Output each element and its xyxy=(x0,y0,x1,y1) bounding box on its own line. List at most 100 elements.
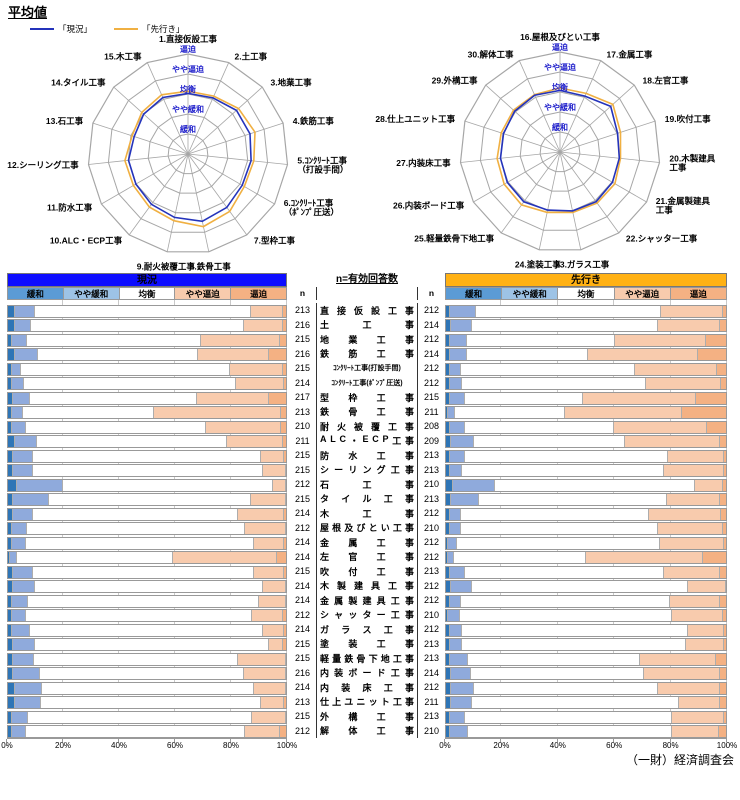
bar-segment xyxy=(8,726,11,737)
bar-segment xyxy=(696,349,726,360)
radar-spoke xyxy=(187,122,284,155)
bar-segment xyxy=(8,639,13,650)
axis-tick-label: 0% xyxy=(439,741,451,750)
bar-segment xyxy=(10,363,21,375)
n-value-outlook: 214 xyxy=(423,348,440,359)
trade-name: 金属製建具工事 xyxy=(316,593,418,608)
trade-row: 214 ガラス工事 212 xyxy=(289,622,445,637)
radar-axis-label: 27.内装床工事 xyxy=(396,158,451,168)
stacked-bar xyxy=(445,623,727,637)
bar-segment xyxy=(281,305,286,317)
bar-row xyxy=(445,535,727,550)
n-value-outlook: 212 xyxy=(423,682,440,693)
bar-segment xyxy=(252,566,284,578)
bar-row xyxy=(7,477,287,492)
bar-row xyxy=(445,550,727,564)
trade-name: シャッター工事 xyxy=(316,607,418,622)
bar-segment xyxy=(721,479,726,491)
x-axis-outlook: 0% 20% 40% 60% 80% 100% xyxy=(439,739,737,752)
bar-segment xyxy=(446,450,449,462)
radar-chart-trades-1-15: 1.直接仮設工事 2.土工事 3.地業工事 4.鉄筋工事 5.ｺﾝｸﾘｰﾄ工事（打設手間… xyxy=(7,34,348,272)
trade-row: 215 外構工事 213 xyxy=(289,709,445,724)
radar-axis-label: 8.鉄骨工事 xyxy=(190,262,232,272)
bar-row xyxy=(7,695,287,709)
radar-spoke xyxy=(559,151,620,234)
bar-segment xyxy=(16,479,63,491)
bar-segment xyxy=(448,523,460,534)
bar-segment xyxy=(12,508,32,520)
axis-tick xyxy=(62,739,63,742)
stacked-bar xyxy=(7,449,287,463)
bar-segment xyxy=(448,595,460,607)
radar-series-current xyxy=(127,92,252,223)
n-value-current: 212 xyxy=(294,479,311,490)
bar-segment xyxy=(28,392,196,404)
stacked-bar xyxy=(7,667,287,680)
axis-tick-label: 80% xyxy=(662,741,679,750)
bar-segment xyxy=(633,363,717,375)
axis-tick-label: 100% xyxy=(276,741,298,750)
bar-row xyxy=(7,492,287,506)
radar-spoke xyxy=(187,62,230,155)
bar-segment xyxy=(446,726,449,737)
bar-segment xyxy=(8,566,13,578)
stacked-bar xyxy=(445,420,727,434)
bar-segment xyxy=(281,639,286,650)
stacked-bar xyxy=(445,406,727,419)
n-value-current: 210 xyxy=(294,421,311,432)
n-note: n=有効回答数 xyxy=(336,274,398,285)
n-value-outlook: 214 xyxy=(423,319,440,330)
axis-tick xyxy=(174,739,175,742)
bar-row xyxy=(7,680,287,695)
bar-segment xyxy=(8,624,11,636)
bar-row xyxy=(7,448,287,463)
bar-segment xyxy=(171,552,277,563)
trade-row: 216 内装ボード工事 214 xyxy=(289,665,445,680)
bar-segment xyxy=(262,581,285,592)
n-value-outlook: 212 xyxy=(423,580,440,591)
bar-segment xyxy=(446,552,448,563)
bar-segment xyxy=(454,407,564,418)
bar-row xyxy=(445,724,727,738)
bar-segment xyxy=(249,494,285,505)
radar-spoke xyxy=(559,84,635,153)
bar-rows-outlook xyxy=(445,300,727,739)
stacked-bar xyxy=(7,348,287,361)
bar-row xyxy=(445,579,727,593)
bar-segment xyxy=(662,566,719,578)
radar-ring xyxy=(519,111,601,192)
bar-segment xyxy=(262,624,284,636)
bar-segment xyxy=(613,334,705,346)
bar-segment xyxy=(24,610,252,621)
bar-segment xyxy=(671,711,724,723)
bar-segment xyxy=(723,537,726,549)
column-header: 均衡 xyxy=(558,287,615,300)
radar-ring xyxy=(539,131,581,173)
bar-segment xyxy=(237,653,285,665)
bar-segment xyxy=(447,537,456,549)
bar-segment xyxy=(446,581,451,592)
bar-segment xyxy=(466,653,640,665)
bar-row xyxy=(445,332,727,347)
axis-tick-label: 20% xyxy=(54,741,72,750)
stacked-bar xyxy=(7,304,287,318)
bar-segment xyxy=(446,595,449,607)
bar-segment xyxy=(283,508,286,520)
bar-segment xyxy=(718,436,726,447)
column-header: 緩和 xyxy=(445,287,503,300)
radar-spoke xyxy=(92,122,189,155)
bar-segment xyxy=(24,726,245,737)
radar-spoke xyxy=(538,151,561,250)
bar-segment xyxy=(465,349,588,360)
bar-row xyxy=(7,463,287,477)
bar-row xyxy=(7,405,287,419)
n-value-current: 216 xyxy=(294,667,311,678)
radar-ring xyxy=(459,51,661,251)
trade-name: 外構工事 xyxy=(316,709,418,724)
bar-segment xyxy=(10,726,25,737)
bar-row xyxy=(7,361,287,376)
bar-segment xyxy=(446,610,448,621)
bar-segment xyxy=(450,436,473,447)
bar-segment xyxy=(643,668,719,679)
trade-row: 214 内装床工事 212 xyxy=(289,680,445,695)
